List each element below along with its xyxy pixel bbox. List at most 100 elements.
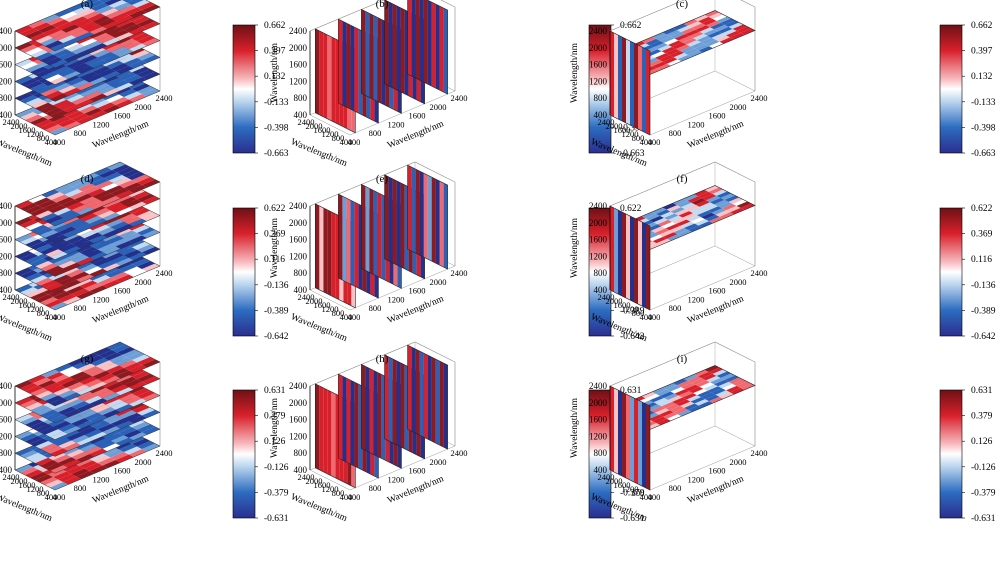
heat-cell	[100, 363, 119, 371]
heat-cell	[38, 200, 57, 208]
heat-cell	[66, 218, 85, 227]
colorbar-tick-label: 0.116	[264, 255, 285, 265]
heat-cell	[388, 356, 393, 443]
colorbar-tick-label: 0.126	[264, 437, 286, 447]
heat-cell	[681, 202, 696, 210]
y-tick-label: 2400	[751, 448, 768, 458]
heat-cell	[711, 33, 726, 40]
heat-cell	[20, 287, 39, 295]
heat-cell	[58, 102, 77, 111]
heat-cell	[79, 71, 98, 80]
heat-cell	[66, 252, 85, 261]
y-tick-label: 1600	[114, 286, 131, 296]
heat-cell	[686, 215, 701, 222]
heat-cell	[66, 60, 85, 69]
x-tick-label: 2000	[11, 121, 28, 131]
heat-cell	[56, 197, 75, 205]
heat-cell	[683, 194, 698, 201]
heat-cell	[41, 14, 60, 23]
heat-cell	[63, 87, 82, 96]
heat-cell	[92, 404, 111, 413]
heat-cell	[48, 205, 67, 213]
colorbar-tick-label: 0.126	[971, 437, 993, 447]
heat-cell	[128, 235, 147, 244]
heat-cell	[118, 5, 137, 13]
x-tick-label: 400	[45, 492, 58, 502]
heat-cell	[653, 42, 668, 50]
z-tick-label: 2400	[289, 381, 308, 391]
heat-cell	[30, 388, 49, 396]
heat-cell	[82, 186, 101, 194]
colorbar	[232, 389, 256, 519]
heat-cell	[15, 267, 34, 276]
heat-cell	[20, 270, 39, 279]
heat-cell	[89, 448, 108, 457]
heat-cell	[315, 383, 320, 470]
heat-cell	[141, 71, 160, 80]
heat-cell	[673, 198, 688, 206]
heat-cell	[128, 201, 147, 210]
heat-cell	[126, 385, 145, 394]
heat-cell	[698, 191, 713, 199]
colorbar	[939, 207, 963, 337]
heat-cell	[15, 92, 34, 101]
y-tick-label: 2000	[730, 102, 747, 112]
heat-cell	[46, 372, 65, 380]
heat-cell	[714, 24, 729, 32]
heat-cell	[105, 94, 124, 103]
heat-cell	[89, 431, 108, 440]
heat-cell	[90, 3, 109, 11]
heat-cell	[102, 37, 121, 46]
heat-cell	[113, 177, 132, 186]
heat-cell	[136, 35, 155, 44]
heat-cell	[126, 222, 145, 231]
heat-cell	[97, 390, 116, 399]
heat-cell	[407, 165, 412, 252]
heat-cell	[653, 217, 668, 225]
heat-cell	[652, 416, 667, 424]
heat-cell	[392, 358, 397, 445]
heat-cell	[87, 188, 106, 197]
heat-cell	[365, 186, 370, 273]
heat-cell	[657, 44, 672, 52]
heat-cell	[697, 390, 712, 398]
heat-cell	[439, 361, 444, 448]
colorbar-tick-label: -0.389	[620, 306, 645, 316]
heat-cell	[407, 345, 412, 432]
x-tick-label: 400	[340, 137, 353, 147]
heat-cell	[48, 469, 67, 477]
heat-cell	[67, 358, 86, 367]
heat-cell	[319, 30, 324, 117]
z-tick-label: 800	[0, 268, 13, 278]
y-tick-label: 800	[669, 128, 682, 138]
heat-cell	[732, 24, 747, 31]
heat-cell	[45, 40, 64, 49]
y-tick-label: 2000	[730, 457, 747, 467]
heat-cell	[706, 195, 721, 203]
heat-cell	[703, 29, 718, 36]
heat-cell	[115, 370, 134, 379]
heat-cell	[71, 254, 90, 263]
heat-cell	[30, 275, 49, 284]
heat-cell	[71, 451, 90, 460]
heat-cell	[642, 222, 646, 308]
heat-cell	[687, 196, 702, 203]
heat-cell	[634, 43, 638, 129]
heat-cell	[50, 251, 69, 260]
x-tick-label: 2400	[298, 292, 315, 302]
heat-cell	[331, 211, 336, 298]
x-tick-label: 1200	[27, 484, 44, 494]
heat-cell	[100, 24, 119, 33]
heat-cell	[28, 375, 47, 383]
heat-cell	[740, 383, 755, 390]
heat-cell	[45, 232, 64, 241]
z-tick-label: 1200	[0, 76, 13, 86]
heat-cell	[45, 445, 64, 454]
heat-cell	[71, 434, 90, 443]
heat-cell	[79, 21, 98, 30]
heat-cell	[707, 386, 722, 393]
z-tick-label: 2400	[0, 201, 13, 211]
heat-cell	[48, 80, 67, 89]
heat-cell	[89, 398, 108, 407]
heat-cell	[614, 388, 618, 474]
